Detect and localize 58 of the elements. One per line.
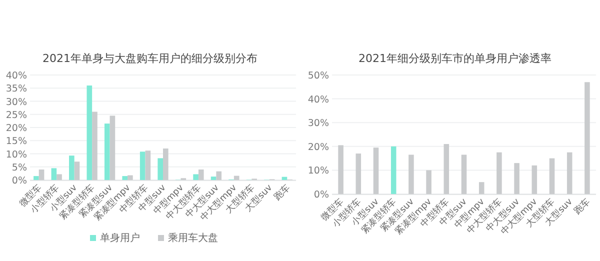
- bar: [158, 158, 163, 180]
- bar: [216, 171, 222, 180]
- bar: [390, 146, 396, 194]
- y-tick-label: 20%: [6, 123, 27, 134]
- bar: [69, 156, 74, 180]
- bar: [198, 170, 204, 180]
- bar: [110, 116, 116, 180]
- bar: [496, 152, 502, 194]
- bar: [408, 154, 414, 194]
- bar: [478, 182, 484, 194]
- y-tick-label: 10%: [6, 149, 27, 160]
- bar: [122, 176, 128, 180]
- y-tick-label: 10%: [308, 166, 329, 177]
- chart-title: 2021年细分级别车市的单身用户渗透率: [358, 52, 552, 65]
- bar: [234, 176, 240, 180]
- bar: [34, 176, 39, 180]
- y-tick-label: 0%: [12, 176, 27, 186]
- y-tick-label: 30%: [6, 96, 27, 108]
- bar: [56, 174, 62, 180]
- bar: [461, 154, 467, 194]
- bar: [584, 82, 590, 194]
- bar: [373, 148, 379, 194]
- bar: [193, 174, 198, 180]
- chart-title: 2021年单身与大盘购车用户的细分级别分布: [42, 52, 258, 65]
- bar: [128, 175, 133, 180]
- bar: [566, 152, 572, 194]
- x-tick-label: 跑车: [272, 182, 292, 203]
- y-tick-label: 25%: [6, 110, 27, 121]
- legend-label: 乘用车大盘: [168, 232, 218, 244]
- legend-label: 单身用户: [100, 232, 140, 244]
- bar: [74, 162, 80, 180]
- bar: [104, 124, 110, 180]
- y-tick-label: 40%: [308, 94, 329, 106]
- y-tick-label: 40%: [6, 70, 27, 82]
- bar: [145, 150, 151, 180]
- y-tick-label: 20%: [308, 142, 329, 153]
- bar: [532, 165, 538, 194]
- bar: [514, 163, 520, 194]
- x-tick-label: 跑车: [572, 196, 592, 217]
- bar: [426, 170, 432, 194]
- bar: [140, 152, 146, 180]
- bar: [51, 168, 57, 180]
- y-tick-label: 15%: [6, 136, 27, 148]
- bar: [163, 148, 168, 180]
- y-tick-label: 5%: [12, 162, 27, 174]
- bar: [549, 158, 555, 194]
- y-tick-label: 0%: [314, 190, 329, 200]
- bar: [210, 176, 216, 180]
- bar: [356, 154, 362, 194]
- bar: [92, 112, 98, 180]
- bar: [86, 86, 92, 180]
- y-tick-label: 30%: [308, 118, 329, 130]
- bar: [444, 144, 450, 194]
- bar: [282, 176, 288, 180]
- y-tick-label: 50%: [308, 70, 329, 82]
- bar: [38, 170, 44, 180]
- bar: [338, 145, 344, 194]
- y-tick-label: 35%: [6, 84, 27, 95]
